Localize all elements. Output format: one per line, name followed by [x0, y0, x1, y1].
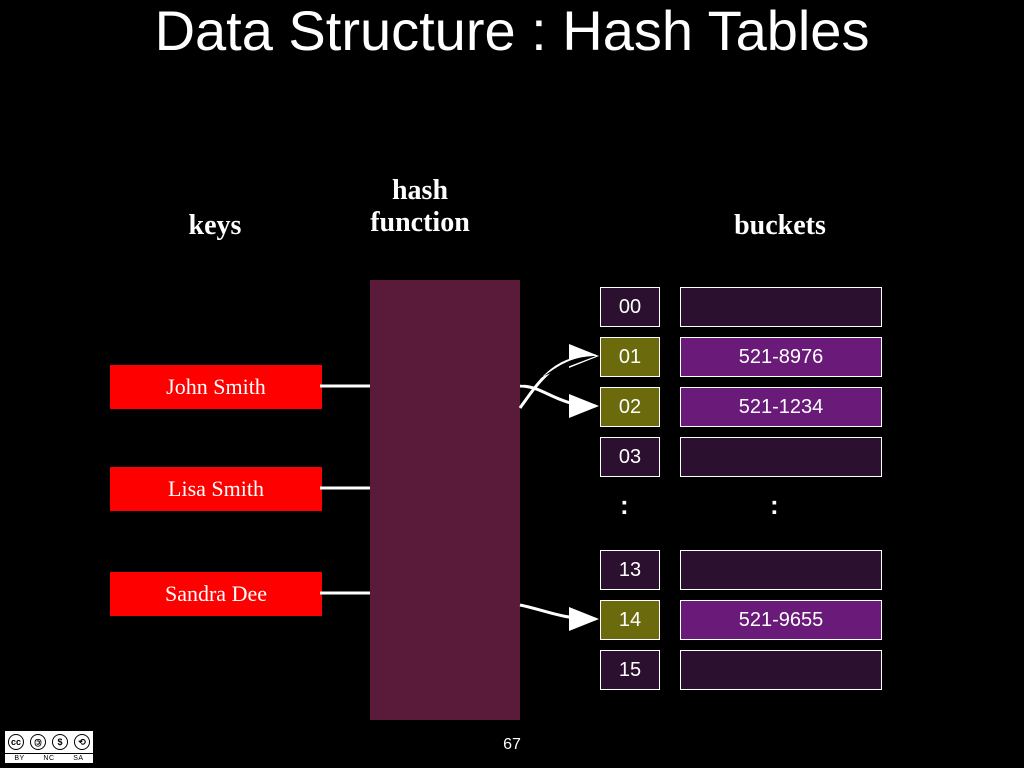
- index-box: 14: [600, 600, 660, 640]
- index-box: 13: [600, 550, 660, 590]
- bucket-box: 521-9655: [680, 600, 882, 640]
- bucket-box: [680, 650, 882, 690]
- index-box: 15: [600, 650, 660, 690]
- buckets-header: buckets: [680, 210, 880, 242]
- bucket-box: 521-1234: [680, 387, 882, 427]
- ellipsis-colon: :: [770, 490, 779, 521]
- page-number: 67: [503, 736, 521, 754]
- bucket-box: [680, 287, 882, 327]
- cc-license-badge: cc 🄯 $ ⟲ BY NC SA: [4, 730, 94, 764]
- ellipsis-colon: :: [620, 490, 629, 521]
- hash-function-box: [370, 280, 520, 720]
- hash-function-header: hash function: [320, 175, 520, 239]
- cc-nc-label: NC: [43, 755, 54, 762]
- key-box: John Smith: [110, 365, 322, 409]
- index-box: 00: [600, 287, 660, 327]
- hashfn-line1: hash: [392, 175, 448, 206]
- index-box: 01: [600, 337, 660, 377]
- keys-header: keys: [145, 210, 285, 242]
- key-box: Sandra Dee: [110, 572, 322, 616]
- by-icon: 🄯: [30, 734, 46, 750]
- index-box: 03: [600, 437, 660, 477]
- nc-icon: $: [52, 734, 68, 750]
- cc-sa-label: SA: [73, 755, 83, 762]
- bucket-box: 521-8976: [680, 337, 882, 377]
- cc-by-label: BY: [14, 755, 24, 762]
- bucket-box: [680, 437, 882, 477]
- cc-icon: cc: [8, 734, 24, 750]
- key-box: Lisa Smith: [110, 467, 322, 511]
- index-box: 02: [600, 387, 660, 427]
- sa-icon: ⟲: [74, 734, 90, 750]
- hashfn-line2: function: [370, 207, 470, 238]
- bucket-box: [680, 550, 882, 590]
- page-title: Data Structure : Hash Tables: [0, 0, 1024, 61]
